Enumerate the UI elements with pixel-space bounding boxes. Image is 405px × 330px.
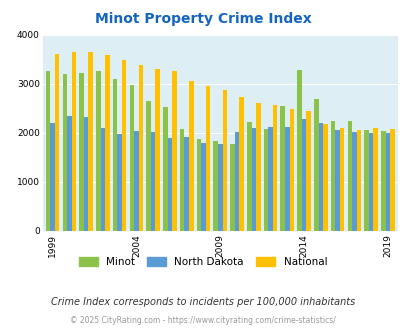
Bar [385,133,389,231]
Bar [79,73,84,231]
Bar [213,141,217,231]
Bar [217,144,222,231]
Bar [184,137,189,231]
Bar [113,79,117,231]
Bar [122,60,126,231]
Bar [335,130,339,231]
Bar [363,130,368,231]
Bar [151,132,155,231]
Bar [163,107,167,231]
Text: Crime Index corresponds to incidents per 100,000 inhabitants: Crime Index corresponds to incidents per… [51,297,354,307]
Bar [246,122,251,231]
Bar [272,105,277,231]
Bar [189,81,193,231]
Bar [351,132,356,231]
Bar [368,133,373,231]
Bar [230,144,234,231]
Bar [50,123,55,231]
Bar [222,90,226,231]
Bar [389,129,394,231]
Bar [284,127,289,231]
Bar [172,71,176,231]
Bar [347,120,351,231]
Bar [129,85,134,231]
Bar [155,69,160,231]
Bar [280,106,284,231]
Bar [356,130,360,231]
Bar [339,128,343,231]
Bar [268,127,272,231]
Bar [263,129,268,231]
Bar [296,71,301,231]
Bar [46,72,50,231]
Bar [301,118,305,231]
Bar [55,54,59,231]
Bar [313,99,318,231]
Bar [84,117,88,231]
Bar [62,74,67,231]
Bar [373,128,377,231]
Bar [289,109,293,231]
Bar [322,124,327,231]
Text: © 2025 CityRating.com - https://www.cityrating.com/crime-statistics/: © 2025 CityRating.com - https://www.city… [70,316,335,325]
Bar [146,101,151,231]
Bar [100,128,105,231]
Bar [251,128,256,231]
Bar [88,52,93,231]
Bar [72,52,76,231]
Bar [330,121,335,231]
Bar [117,134,121,231]
Bar [196,139,201,231]
Text: Minot Property Crime Index: Minot Property Crime Index [94,12,311,25]
Bar [134,131,139,231]
Bar [167,138,172,231]
Bar [105,55,109,231]
Bar [256,103,260,231]
Bar [67,115,72,231]
Bar [205,86,210,231]
Legend: Minot, North Dakota, National: Minot, North Dakota, National [79,257,326,267]
Bar [318,123,322,231]
Bar [305,111,310,231]
Bar [179,129,184,231]
Bar [239,96,243,231]
Bar [96,72,100,231]
Bar [234,132,239,231]
Bar [380,131,385,231]
Bar [139,65,143,231]
Bar [201,143,205,231]
